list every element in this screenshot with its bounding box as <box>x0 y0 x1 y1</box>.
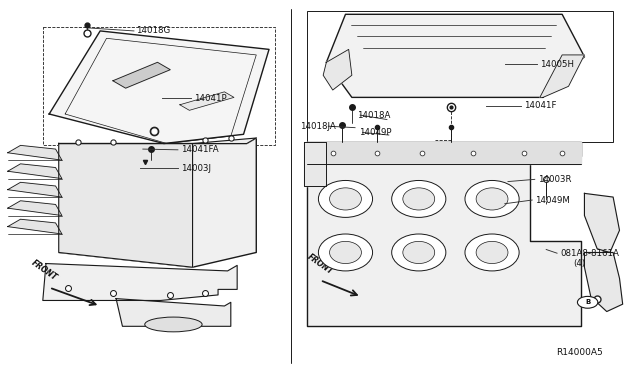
Text: R14000A5: R14000A5 <box>557 349 604 357</box>
Text: FRONT: FRONT <box>306 253 335 277</box>
Text: (4): (4) <box>573 259 585 268</box>
Text: 14041F: 14041F <box>524 101 556 110</box>
Polygon shape <box>59 138 256 267</box>
Text: 14018G: 14018G <box>136 26 171 35</box>
Polygon shape <box>8 201 62 215</box>
Polygon shape <box>304 142 326 186</box>
Ellipse shape <box>330 241 362 263</box>
Ellipse shape <box>319 234 372 271</box>
Text: 14005H: 14005H <box>540 60 574 69</box>
Polygon shape <box>8 145 62 160</box>
Ellipse shape <box>403 188 435 210</box>
Ellipse shape <box>392 234 446 271</box>
Polygon shape <box>113 62 170 88</box>
Ellipse shape <box>465 234 519 271</box>
Ellipse shape <box>330 188 362 210</box>
Polygon shape <box>8 219 62 234</box>
Ellipse shape <box>145 317 202 332</box>
Polygon shape <box>584 253 623 311</box>
Text: 14018JA: 14018JA <box>300 122 335 131</box>
Text: 14049P: 14049P <box>360 128 392 137</box>
Text: FRONT: FRONT <box>30 258 59 282</box>
Text: 14041P: 14041P <box>194 94 227 103</box>
Polygon shape <box>540 55 584 97</box>
Polygon shape <box>49 31 269 144</box>
Polygon shape <box>323 49 352 90</box>
Polygon shape <box>59 144 193 267</box>
Polygon shape <box>8 164 62 179</box>
Polygon shape <box>8 182 62 197</box>
Polygon shape <box>307 142 581 326</box>
Polygon shape <box>584 193 620 253</box>
Text: B: B <box>585 299 590 305</box>
Bar <box>307 11 613 142</box>
Text: 14018A: 14018A <box>357 110 390 120</box>
Text: 14003J: 14003J <box>181 164 211 173</box>
Ellipse shape <box>319 180 372 217</box>
Polygon shape <box>59 138 256 144</box>
Ellipse shape <box>465 180 519 217</box>
Ellipse shape <box>403 241 435 263</box>
Circle shape <box>577 296 598 308</box>
Ellipse shape <box>476 241 508 263</box>
Text: 14049M: 14049M <box>536 196 570 205</box>
Text: 14003R: 14003R <box>538 175 572 184</box>
Text: 081A8-8161A: 081A8-8161A <box>560 249 619 258</box>
Polygon shape <box>307 142 581 164</box>
Polygon shape <box>180 92 234 110</box>
Ellipse shape <box>476 188 508 210</box>
Polygon shape <box>326 14 584 97</box>
Ellipse shape <box>392 180 446 217</box>
Polygon shape <box>116 299 231 326</box>
Text: 14041FA: 14041FA <box>181 145 219 154</box>
Polygon shape <box>43 263 237 301</box>
